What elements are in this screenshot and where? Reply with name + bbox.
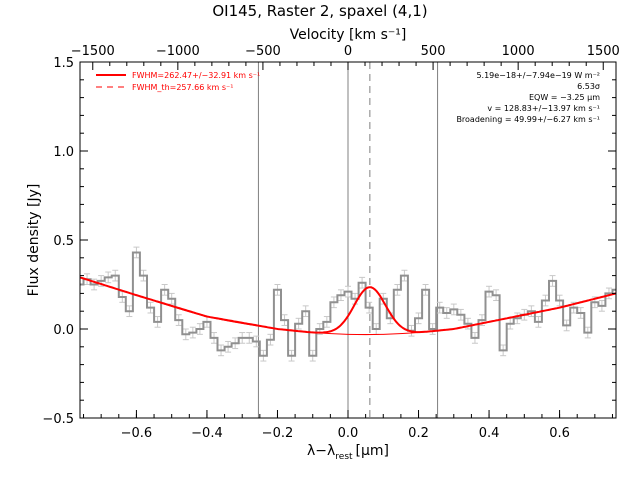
top-tick-label-3: 0 <box>344 44 352 59</box>
y-tick-label-2: 0.5 <box>53 234 74 249</box>
y-axis-label: Flux density [Jy] <box>26 184 42 297</box>
x-tick-label-2: −0.2 <box>262 426 294 441</box>
top-tick-label-4: 500 <box>421 44 446 59</box>
y-tick-label-1: 0.0 <box>53 323 74 338</box>
x-axis-label: λ−λrest [μm] <box>307 443 389 462</box>
x-tick-label-3: 0.0 <box>338 426 359 441</box>
annotation-eqw: EQW = −3.25 μm <box>529 93 600 102</box>
x-tick-label-5: 0.4 <box>479 426 500 441</box>
x-tick-label-4: 0.2 <box>408 426 429 441</box>
top-x-ticks: −1500 −1000 −500 0 500 1000 1500 <box>71 44 620 70</box>
x-axis-label-main: λ−λ <box>307 443 335 459</box>
annotation-sigma: 6.53σ <box>577 82 600 91</box>
annotations: 5.19e−18+/−7.94e−19 W m⁻² 6.53σ EQW = −3… <box>456 71 600 124</box>
vertical-lines <box>257 62 439 418</box>
top-tick-label-2: −500 <box>245 44 281 59</box>
top-x-axis-label: Velocity [km s⁻¹] <box>290 27 407 43</box>
annotation-flux: 5.19e−18+/−7.94e−19 W m⁻² <box>476 71 600 80</box>
chart-title: OI145, Raster 2, spaxel (4,1) <box>212 2 427 20</box>
top-tick-label-0: −1500 <box>71 44 115 59</box>
legend: FWHM=262.47+/−32.91 km s⁻¹ FWHM_th=257.6… <box>96 71 260 92</box>
y-tick-label-0: −0.5 <box>42 412 74 427</box>
annotation-broadening: Broadening = 49.99+/−6.27 km s⁻¹ <box>456 115 600 124</box>
y-ticks: −0.5 0.0 0.5 1.0 1.5 <box>42 56 616 427</box>
x-tick-label-0: −0.6 <box>121 426 153 441</box>
y-tick-label-4: 1.5 <box>53 56 74 71</box>
top-tick-label-1: −1000 <box>156 44 200 59</box>
x-tick-label-1: −0.4 <box>191 426 223 441</box>
bottom-x-ticks: −0.6 −0.4 −0.2 0.0 0.2 0.4 0.6 <box>83 410 613 441</box>
legend-entry-fwhm-th: FWHM_th=257.66 km s⁻¹ <box>132 83 233 92</box>
top-tick-label-5: 1000 <box>502 44 535 59</box>
x-axis-label-unit: [μm] <box>356 443 389 459</box>
spectrum-series <box>80 251 616 357</box>
annotation-velocity: v = 128.83+/−13.97 km s⁻¹ <box>487 104 600 113</box>
y-tick-label-3: 1.0 <box>53 145 74 160</box>
x-tick-label-6: 0.6 <box>549 426 570 441</box>
legend-entry-fwhm: FWHM=262.47+/−32.91 km s⁻¹ <box>132 71 260 80</box>
x-axis-label-sub: rest <box>335 452 353 462</box>
top-tick-label-6: 1500 <box>587 44 620 59</box>
fit-series <box>79 276 617 334</box>
